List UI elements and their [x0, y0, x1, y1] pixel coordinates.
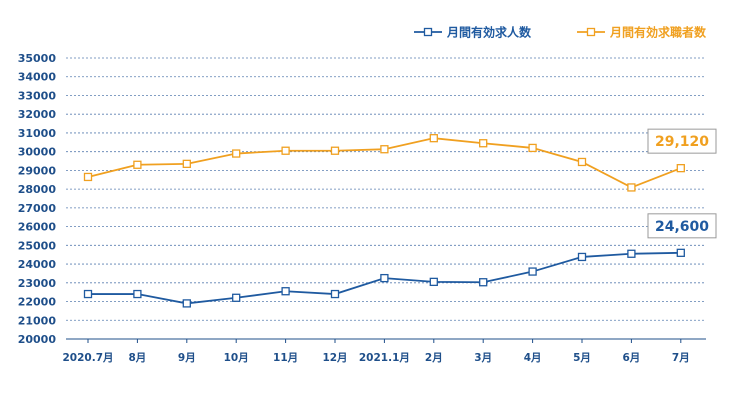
x-tick-label: 2021.1月 — [359, 352, 410, 364]
series-1 — [83, 248, 685, 308]
data-point — [232, 149, 241, 158]
callout-box — [647, 128, 717, 154]
legend-label: 月間有効求人数 — [446, 25, 532, 40]
data-point — [182, 299, 191, 308]
x-tick-label: 10月 — [224, 352, 249, 364]
y-tick-label: 30000 — [18, 146, 57, 159]
y-tick-label: 31000 — [18, 127, 57, 140]
data-point — [330, 146, 340, 155]
x-axis-ticks: 2020.7月 8月 9月 10月 11月 12月 2021.1月 2月 3月 4月 5月 6月 7月 — [62, 339, 690, 364]
data-point — [429, 277, 438, 287]
data-point — [577, 157, 587, 167]
x-tick-label: 2月 — [425, 352, 443, 364]
legend-label: 月間有効求職者数 — [609, 25, 707, 40]
data-point — [429, 134, 438, 143]
x-tick-label: 2020.7月 — [62, 352, 113, 364]
x-tick-label: 12月 — [322, 352, 347, 364]
y-tick-label: 20000 — [18, 333, 57, 346]
y-tick-label: 29000 — [18, 164, 57, 177]
data-point — [627, 183, 636, 192]
x-tick-label: 8月 — [128, 352, 146, 364]
data-point — [83, 289, 93, 299]
legend: 月間有効求人数 月間有効求職者数 — [414, 25, 707, 40]
y-tick-label: 24000 — [18, 258, 57, 271]
data-point — [676, 164, 685, 173]
y-tick-label: 25000 — [18, 239, 57, 252]
y-tick-label: 28000 — [18, 183, 57, 196]
data-point — [281, 146, 290, 155]
callout-series-2: 29,120 — [647, 128, 717, 154]
y-axis-ticks: 35000 34000 33000 32000 31000 30000 29000 28000… — [18, 52, 57, 346]
x-tick-label: 6月 — [622, 352, 640, 364]
data-point — [676, 248, 685, 257]
data-point — [479, 139, 488, 148]
data-point — [232, 293, 241, 302]
legend-item-2: 月間有効求職者数 — [577, 25, 707, 40]
y-tick-label: 22000 — [18, 296, 57, 309]
y-tick-label: 21000 — [18, 314, 57, 327]
data-point — [182, 159, 191, 168]
y-tick-label: 26000 — [18, 221, 57, 234]
callouts: 24,600 29,120 — [647, 128, 717, 239]
y-tick-label: 32000 — [18, 108, 57, 121]
series-group — [83, 134, 685, 308]
callout-value: 24,600 — [655, 219, 709, 235]
y-tick-label: 27000 — [18, 202, 57, 215]
y-tick-label: 34000 — [18, 71, 57, 84]
legend-marker — [586, 27, 596, 37]
y-tick-label: 35000 — [18, 52, 57, 65]
x-tick-label: 3月 — [474, 352, 492, 364]
data-point — [330, 289, 340, 299]
data-point — [528, 267, 537, 276]
x-tick-label: 7月 — [672, 352, 690, 364]
data-point — [577, 252, 587, 262]
y-tick-label: 23000 — [18, 277, 57, 290]
data-point — [133, 289, 142, 299]
callout-value: 29,120 — [655, 134, 709, 150]
data-point — [83, 172, 93, 182]
data-point — [133, 160, 142, 169]
data-point — [281, 287, 290, 296]
data-point — [528, 143, 537, 153]
data-point — [380, 145, 389, 154]
x-tick-label: 11月 — [273, 352, 298, 364]
x-tick-label: 9月 — [178, 352, 196, 364]
data-point — [479, 278, 488, 287]
data-point — [380, 273, 389, 283]
series-2 — [83, 134, 685, 192]
callout-box — [647, 213, 717, 239]
legend-marker — [423, 27, 433, 37]
y-tick-label: 33000 — [18, 89, 57, 102]
callout-series-1: 24,600 — [647, 213, 717, 239]
legend-item-1: 月間有効求人数 — [414, 25, 532, 40]
x-tick-label: 4月 — [524, 352, 542, 364]
x-tick-label: 5月 — [573, 352, 591, 364]
data-point — [627, 249, 636, 258]
